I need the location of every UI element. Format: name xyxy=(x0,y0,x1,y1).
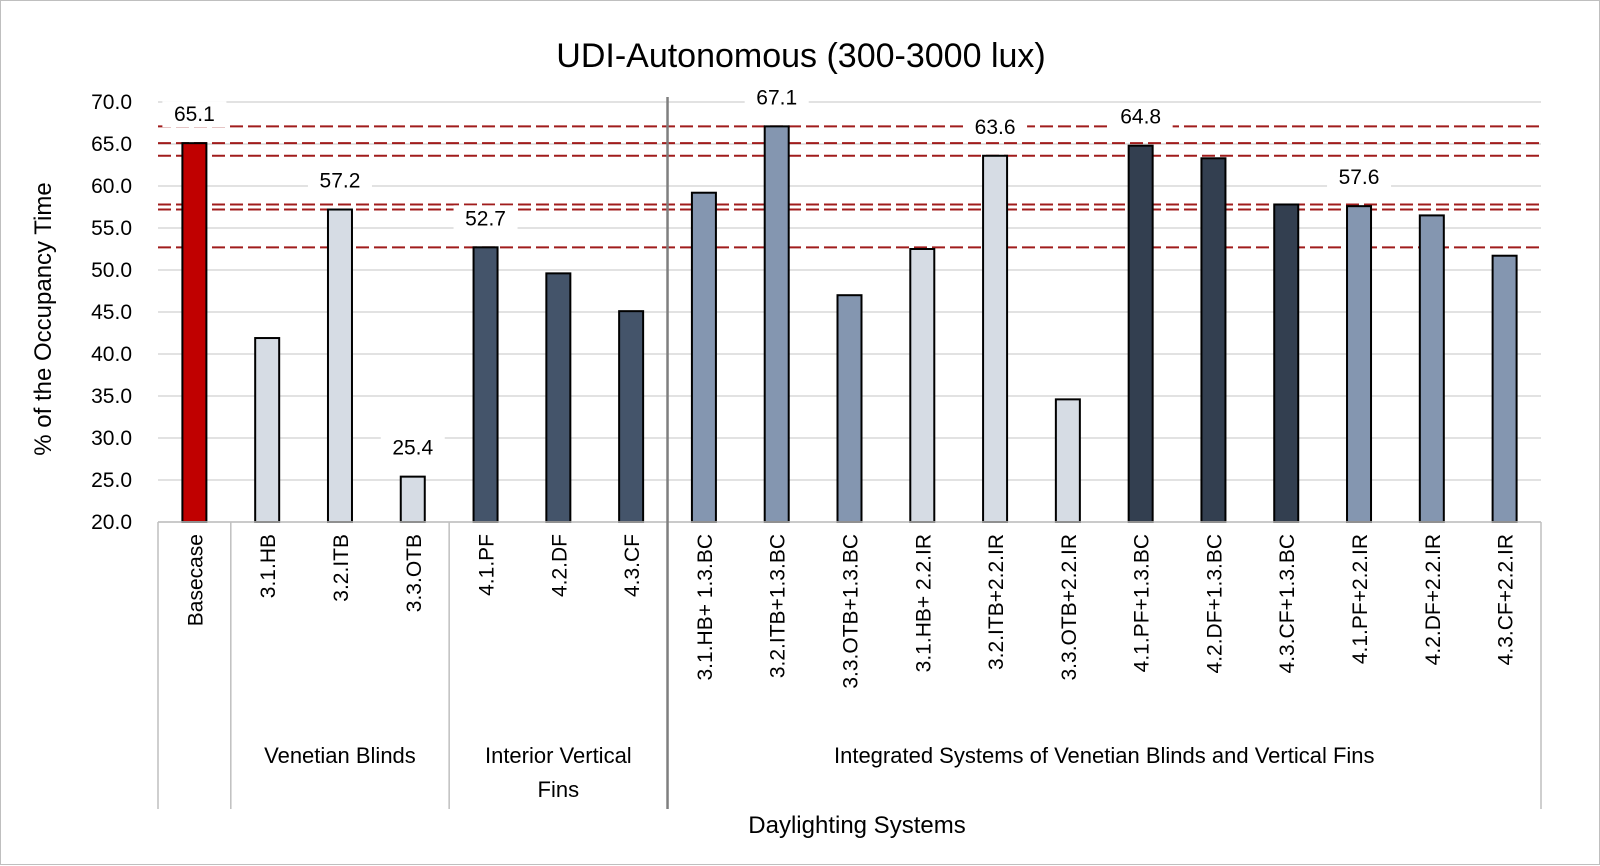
x-tick-label: 3.2.ITB+2.2.IR xyxy=(985,534,1008,670)
y-tick-label: 60.0 xyxy=(91,175,132,198)
x-tick-label: 4.2.DF+2.2.IR xyxy=(1422,534,1445,665)
bar xyxy=(181,142,208,523)
bar xyxy=(1491,254,1518,523)
y-tick-label: 30.0 xyxy=(91,427,132,450)
x-tick-label: 4.2.DF xyxy=(548,534,571,597)
data-label: 57.6 xyxy=(1339,166,1380,189)
bar xyxy=(836,294,863,524)
data-label-bg xyxy=(744,84,809,111)
data-label-bg xyxy=(380,434,445,461)
data-label: 63.6 xyxy=(975,116,1016,139)
y-tick-label: 35.0 xyxy=(91,385,132,408)
group-label: Venetian Blinds xyxy=(264,743,416,768)
data-label-backgrounds xyxy=(162,84,1392,461)
y-axis-label: % of the Occupancy Time xyxy=(30,182,57,455)
y-tick-label: 55.0 xyxy=(91,217,132,240)
data-label: 64.8 xyxy=(1120,106,1161,129)
y-axis-ticks: 20.0 25.0 30.0 35.0 40.0 45.0 50.0 55.0 60.0 65.0… xyxy=(91,91,132,534)
x-tick-label: 4.1.PF+2.2.IR xyxy=(1349,534,1372,664)
bar xyxy=(326,208,353,524)
bar xyxy=(982,154,1009,523)
x-tick-label: 3.3.OTB xyxy=(403,534,426,612)
y-tick-label: 45.0 xyxy=(91,301,132,324)
x-tick-label: 4.1.PF xyxy=(476,534,499,596)
data-label-bg xyxy=(307,167,372,194)
x-tick-label: 4.3.CF+2.2.IR xyxy=(1495,534,1518,665)
data-labels: 65.1 57.2 25.4 52.7 67.1 63.6 64.8 57.6 xyxy=(174,86,1380,459)
data-label: 57.2 xyxy=(320,170,361,193)
y-tick-label: 25.0 xyxy=(91,469,132,492)
bar xyxy=(1127,144,1154,523)
x-tick-label: 3.1.HB+ 2.2.IR xyxy=(912,534,935,672)
x-tick-label: Basecase xyxy=(184,534,207,626)
group-label: Integrated Systems of Venetian Blinds an… xyxy=(834,743,1375,768)
bar xyxy=(618,310,645,523)
bar xyxy=(1273,203,1300,523)
bar xyxy=(254,337,281,524)
bar xyxy=(399,475,426,524)
bars xyxy=(181,125,1518,524)
y-tick-label: 20.0 xyxy=(91,511,132,534)
data-label-bg xyxy=(963,113,1028,140)
x-axis-label: Daylighting Systems xyxy=(748,812,965,839)
x-tick-label: 4.3.CF+1.3.BC xyxy=(1276,534,1299,673)
bar xyxy=(472,246,499,523)
x-tick-label: 3.2.ITB+1.3.BC xyxy=(767,534,790,678)
data-label: 52.7 xyxy=(465,207,506,230)
bar xyxy=(1200,157,1227,523)
bar xyxy=(1054,398,1081,523)
y-tick-label: 50.0 xyxy=(91,259,132,282)
y-tick-label: 65.0 xyxy=(91,133,132,156)
bar xyxy=(1418,214,1445,523)
bar xyxy=(1346,205,1373,523)
bar xyxy=(690,191,717,523)
chart-title: UDI-Autonomous (300-3000 lux) xyxy=(556,37,1045,75)
data-label: 65.1 xyxy=(174,103,215,126)
reference-lines xyxy=(158,125,1541,249)
x-axis xyxy=(157,97,1542,809)
data-label-bg xyxy=(453,205,518,232)
y-tick-label: 70.0 xyxy=(91,91,132,114)
data-label-bg xyxy=(1108,103,1173,130)
x-tick-label: 3.2.ITB xyxy=(330,534,353,602)
data-label-bg xyxy=(162,101,227,128)
x-tick-label: 3.3.OTB+2.2.IR xyxy=(1058,534,1081,681)
data-label-bg xyxy=(1327,164,1392,191)
x-tick-label: 4.2.DF+1.3.BC xyxy=(1203,534,1226,673)
bar xyxy=(545,272,572,523)
bar xyxy=(763,125,790,524)
x-tick-label: 4.1.PF+1.3.BC xyxy=(1131,534,1154,672)
x-tick-label: 3.1.HB+ 1.3.BC xyxy=(694,534,717,681)
x-axis-categories: Basecase 3.1.HB 3.2.ITB 3.3.OTB 4.1.PF 4.2.DF… xyxy=(184,534,1517,689)
group-label: Interior Vertical Fins xyxy=(485,743,632,802)
data-label: 67.1 xyxy=(756,86,797,109)
x-tick-label: 4.3.CF xyxy=(621,534,644,597)
x-tick-label: 3.1.HB xyxy=(257,534,280,598)
data-label: 25.4 xyxy=(392,437,433,460)
y-tick-label: 40.0 xyxy=(91,343,132,366)
bar xyxy=(909,248,936,523)
category-groups: Venetian Blinds Interior Vertical Fins Inte… xyxy=(264,743,1374,802)
x-tick-label: 3.3.OTB+1.3.BC xyxy=(840,534,863,689)
